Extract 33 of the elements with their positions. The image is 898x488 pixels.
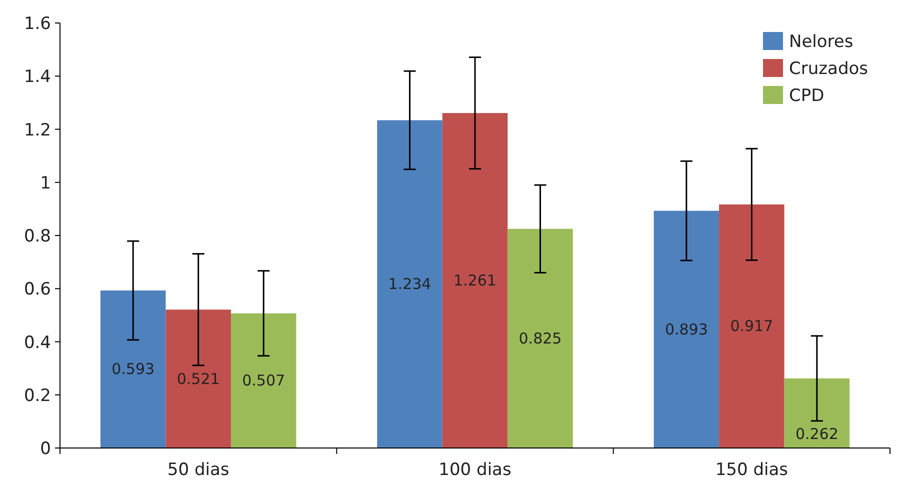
data-label: 1.261 xyxy=(454,272,496,290)
legend-label: CPD xyxy=(789,86,824,106)
y-tick-label: 0 xyxy=(40,439,51,459)
y-tick-label: 0.8 xyxy=(24,226,51,246)
y-tick-label: 1.4 xyxy=(24,67,51,88)
data-label: 0.893 xyxy=(664,320,708,338)
data-label: 0.262 xyxy=(795,424,838,443)
bar xyxy=(377,120,442,448)
y-tick-label: 1 xyxy=(40,173,51,194)
bar xyxy=(784,378,850,448)
bar xyxy=(166,310,231,448)
legend-label: Cruzados xyxy=(789,59,868,79)
y-tick-label: 0.2 xyxy=(24,386,51,406)
bar xyxy=(230,313,296,448)
x-tick-label: 150 dias xyxy=(715,460,788,480)
data-label: 0.825 xyxy=(518,329,562,348)
y-tick-label: 1.2 xyxy=(24,120,51,140)
y-tick-label: 1.6 xyxy=(24,14,51,34)
data-label: 1.234 xyxy=(388,275,432,294)
data-label: 0.507 xyxy=(242,372,286,390)
bar xyxy=(442,113,508,448)
data-label: 0.593 xyxy=(112,360,155,378)
bar xyxy=(719,204,784,448)
bar xyxy=(654,210,720,448)
bar xyxy=(100,290,166,448)
x-tick-label: 50 dias xyxy=(167,460,230,480)
bar xyxy=(508,228,573,448)
data-label: 0.917 xyxy=(730,317,774,336)
y-tick-label: 0.4 xyxy=(24,332,51,353)
legend-label: Nelores xyxy=(789,32,854,52)
y-tick-label: 0.6 xyxy=(24,280,51,300)
data-label: 0.521 xyxy=(176,370,220,388)
x-tick-label: 100 dias xyxy=(438,460,512,480)
